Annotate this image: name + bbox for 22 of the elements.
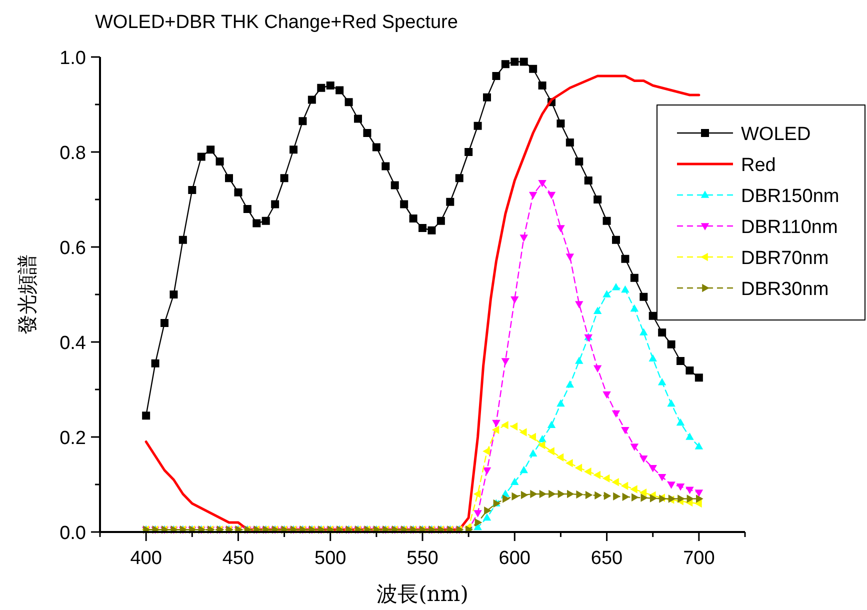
legend-label: DBR70nm [741, 248, 829, 269]
x-tick-label: 550 [406, 548, 438, 569]
x-tick-label: 600 [498, 548, 530, 569]
x-axis-title: 波長(nm) [376, 582, 468, 606]
legend-label: DBR110nm [741, 217, 838, 238]
y-axis-title: 發光頻譜 [15, 254, 39, 334]
y-tick-label: 0.0 [60, 523, 86, 544]
x-tick-label: 500 [314, 548, 346, 569]
legend-label: Red [741, 155, 776, 176]
y-tick-label: 0.6 [60, 238, 86, 259]
x-tick-label: 450 [222, 548, 254, 569]
legend-label: WOLED [741, 124, 811, 145]
y-tick-label: 0.2 [60, 428, 86, 449]
y-tick-label: 0.4 [60, 333, 86, 354]
legend-label: DBR150nm [741, 186, 840, 207]
chart-title: WOLED+DBR THK Change+Red Specture [95, 12, 458, 33]
y-tick-label: 0.8 [60, 143, 86, 164]
x-tick-label: 650 [590, 548, 623, 569]
x-tick-label: 400 [130, 548, 162, 569]
legend-label: DBR30nm [741, 279, 829, 300]
x-tick-label: 700 [683, 548, 715, 569]
y-tick-label: 1.0 [60, 48, 86, 69]
